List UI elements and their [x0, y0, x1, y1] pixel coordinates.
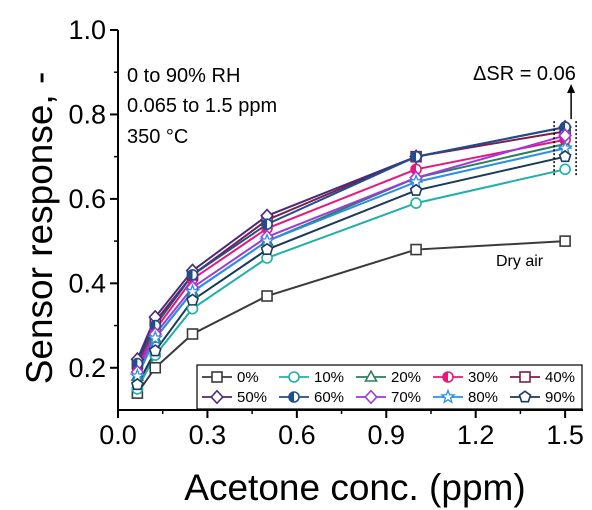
data-point	[148, 344, 162, 357]
x-tick-label: 1.2	[457, 420, 495, 450]
data-point	[410, 197, 422, 209]
x-tick-label: 0.0	[99, 420, 137, 450]
x-tick-label: 0.6	[278, 420, 316, 450]
x-axis-title: Acetone conc. (ppm)	[184, 467, 525, 508]
data-point	[149, 361, 162, 374]
series-markers	[129, 119, 574, 399]
marker-half-fill	[187, 269, 193, 280]
annotation-rh: 0 to 90% RH	[127, 65, 240, 87]
x-tick-label: 0.3	[189, 420, 227, 450]
y-tick-label: 0.6	[68, 184, 106, 214]
legend-label: 10%	[314, 369, 344, 386]
legend-marker	[210, 389, 224, 405]
data-point	[559, 163, 571, 176]
data-point	[186, 269, 199, 281]
legend-marker	[519, 371, 531, 383]
annotation-temp: 350 °C	[127, 126, 188, 148]
data-point	[410, 243, 422, 256]
y-tick-label: 0.4	[68, 268, 106, 298]
legend-marker	[442, 371, 454, 383]
data-point	[260, 242, 274, 256]
dry-air-label: Dry air	[496, 253, 544, 270]
legend-label: 70%	[391, 389, 421, 406]
y-tick-label: 0.2	[68, 353, 106, 383]
legend-box	[196, 364, 583, 410]
marker-half-fill	[411, 151, 417, 162]
legend-label: 50%	[237, 389, 267, 406]
y-tick-label: 0.8	[68, 99, 106, 129]
data-point	[130, 377, 144, 391]
data-point	[559, 235, 571, 247]
legend-marker	[518, 390, 532, 403]
delta-sr-bracket	[553, 84, 577, 176]
x-tick-label: 0.9	[367, 420, 405, 450]
legend-marker	[364, 369, 378, 382]
y-tick-label: 1.0	[68, 15, 106, 45]
axes: 0.0 0.3 0.6 0.9 1.2 1.5 0.2 0.4 0.6 0.8 1.0	[68, 15, 583, 450]
legend-marker	[364, 389, 378, 405]
legend-marker	[288, 371, 300, 383]
marker-half-fill	[262, 219, 268, 230]
legend-label: 90%	[545, 389, 575, 406]
marker-half-fill	[443, 372, 448, 382]
data-point	[186, 328, 199, 340]
data-point	[410, 150, 422, 163]
series-line-1	[136, 168, 566, 390]
legend-marker	[288, 391, 300, 403]
legend-label: 40%	[545, 369, 575, 386]
data-point	[261, 290, 273, 302]
data-point	[186, 293, 199, 306]
data-point	[558, 149, 572, 163]
legend-label: 80%	[468, 389, 498, 406]
annotation-ppm: 0.065 to 1.5 ppm	[127, 95, 277, 117]
legend-label: 30%	[468, 369, 498, 386]
y-axis-title: Sensor response, -	[19, 72, 60, 385]
legend: 0% 10% 20% 30% 40% 50% 60% 70% 80% 90%	[196, 364, 583, 410]
delta-arrow-head	[567, 84, 576, 93]
data-point	[147, 329, 164, 345]
legend-label: 20%	[391, 369, 421, 386]
delta-sr-label: ΔSR = 0.06	[473, 63, 576, 85]
series-line-8	[136, 147, 566, 377]
data-point	[261, 218, 273, 231]
legend-label: 0%	[237, 369, 259, 386]
marker-half-fill	[289, 392, 294, 402]
legend-label: 60%	[314, 389, 344, 406]
data-point	[409, 183, 423, 196]
x-tick-label: 1.5	[546, 420, 584, 450]
legend-marker	[440, 388, 456, 404]
legend-marker	[211, 371, 223, 383]
